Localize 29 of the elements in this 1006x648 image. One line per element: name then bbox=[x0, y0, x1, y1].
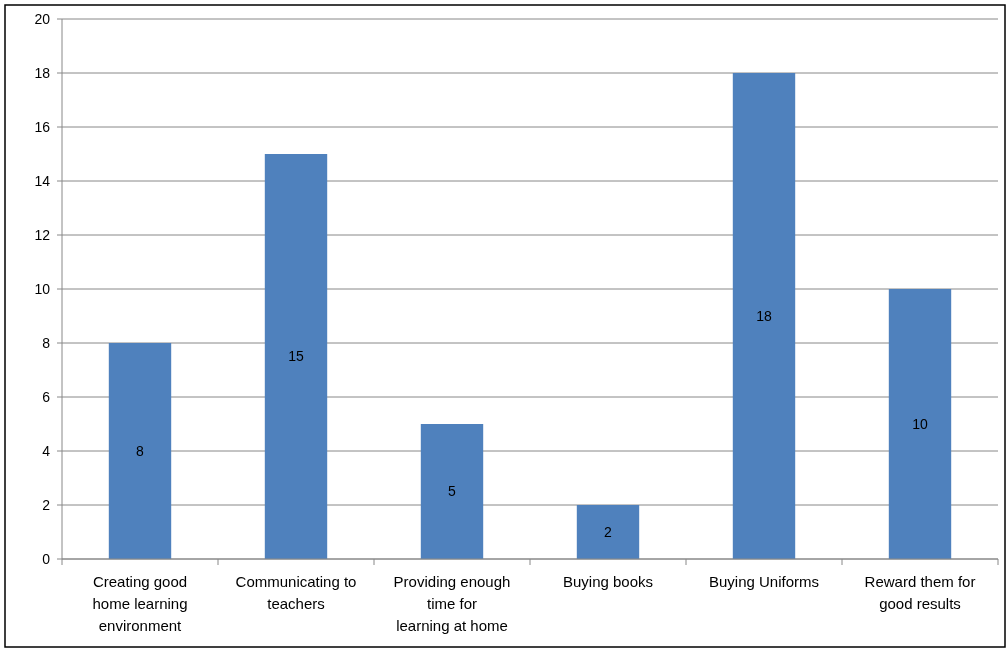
data-label: 18 bbox=[756, 307, 772, 324]
x-tick-label: Providing enough time for learning at home bbox=[393, 573, 511, 634]
y-tick-label: 0 bbox=[42, 550, 51, 567]
data-label: 5 bbox=[448, 483, 457, 500]
x-tick-label: Communicating to teachers bbox=[235, 573, 357, 612]
bar bbox=[420, 424, 484, 559]
data-label: 15 bbox=[288, 348, 304, 365]
y-tick-label: 8 bbox=[42, 334, 51, 351]
y-tick-label: 4 bbox=[42, 442, 51, 459]
y-tick-label: 14 bbox=[34, 172, 51, 189]
x-tick-label: Buying books bbox=[562, 573, 654, 590]
x-tick-label: Buying Uniforms bbox=[708, 573, 820, 590]
x-tick-label: Reward them for good results bbox=[864, 573, 976, 612]
y-tick-label: 16 bbox=[34, 118, 51, 135]
y-tick-label: 20 bbox=[34, 10, 51, 27]
y-tick-label: 6 bbox=[42, 388, 51, 405]
data-label: 10 bbox=[912, 415, 928, 432]
bar bbox=[888, 289, 952, 559]
x-tick-label: Creating good home learning environment bbox=[92, 573, 188, 634]
bar bbox=[732, 73, 796, 559]
bar bbox=[264, 154, 328, 559]
y-tick-label: 2 bbox=[42, 496, 51, 513]
y-tick-label: 18 bbox=[34, 64, 51, 81]
data-label: 2 bbox=[604, 523, 613, 540]
bar bbox=[576, 505, 640, 559]
data-label: 8 bbox=[136, 442, 145, 459]
bar bbox=[108, 343, 172, 559]
y-tick-label: 10 bbox=[34, 280, 51, 297]
y-tick-label: 12 bbox=[34, 226, 51, 243]
